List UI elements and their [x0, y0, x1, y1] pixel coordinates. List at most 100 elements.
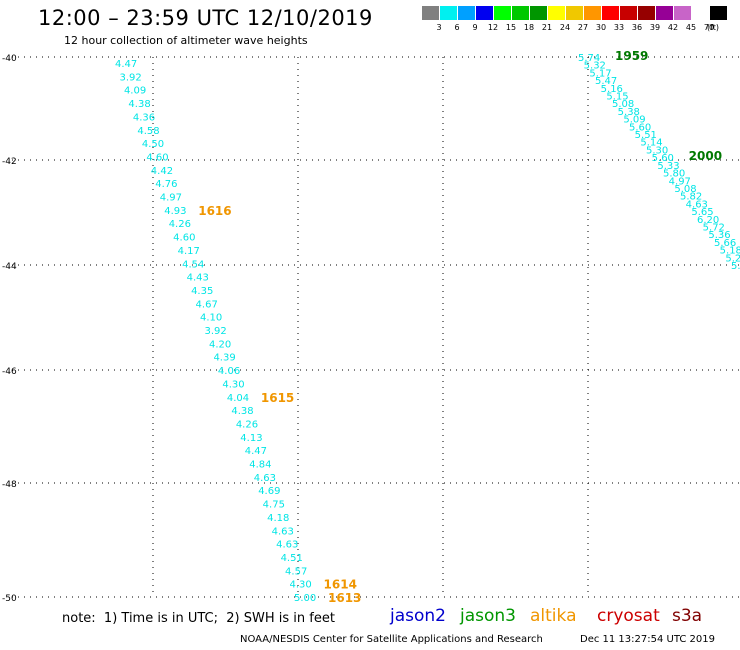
wave-height-label: 4.76 [155, 179, 177, 190]
wave-height-label: 5.72 [703, 222, 725, 233]
time-label: 1613 [328, 591, 361, 605]
legend-label: 30 [595, 23, 607, 32]
wave-height-label: 4.09 [124, 86, 146, 97]
wave-height-label: 4.47 [115, 59, 137, 70]
wave-height-label: 4.60 [173, 233, 195, 244]
legend-label: 45 [685, 23, 697, 32]
latitude-label: -40 [2, 54, 17, 64]
latitude-label: -50 [2, 594, 17, 604]
legend-swatch [584, 6, 601, 20]
wave-height-label: 4.30 [222, 379, 244, 390]
wave-height-label: 4.63 [276, 540, 298, 551]
wave-height-label: 5.32 [584, 61, 606, 72]
wave-height-label: 4.17 [178, 246, 200, 257]
wave-height-label: 4.97 [669, 176, 691, 187]
map-title: 12:00 – 23:59 UTC 12/10/2019 [38, 6, 373, 30]
wave-height-label: 4.26 [169, 219, 191, 230]
wave-height-label: 5.60 [652, 153, 674, 164]
wave-height-label: 5.36 [708, 230, 730, 241]
wave-height-label: 5.51 [635, 130, 657, 141]
generated-timestamp: Dec 11 13:27:54 UTC 2019 [580, 634, 715, 645]
legend-label: 36 [631, 23, 643, 32]
time-label: 1959 [615, 49, 648, 63]
time-label: 1614 [324, 578, 357, 592]
wave-height-label: 5. [731, 261, 740, 272]
wave-height-label: 5.2 [725, 253, 740, 264]
legend-swatch [602, 6, 619, 20]
wave-height-label: 5.17 [589, 68, 611, 79]
wave-height-label: 4.35 [191, 286, 213, 297]
wave-height-label: 5.30 [646, 145, 668, 156]
wave-height-label: 4.43 [187, 273, 209, 284]
wave-height-label: 5.80 [663, 169, 685, 180]
latitude-label: -48 [2, 480, 17, 490]
legend-swatch [476, 6, 493, 20]
legend-label: 18 [523, 23, 535, 32]
wave-height-label: 5.16 [601, 84, 623, 95]
wave-height-label: 4.54 [182, 259, 204, 270]
wave-height-label: 4.42 [151, 166, 173, 177]
legend-swatch [710, 6, 727, 20]
legend-label: 3 [436, 23, 442, 32]
wave-height-label: 4.50 [142, 139, 164, 150]
legend-label: 9 [472, 23, 478, 32]
wave-height-label: 4.13 [240, 433, 262, 444]
wave-height-label: 6.20 [697, 215, 719, 226]
wave-height-label: 5.08 [674, 184, 696, 195]
legend-swatch [512, 6, 529, 20]
time-label: 2000 [689, 149, 722, 163]
wave-height-label: 5.66 [714, 238, 736, 249]
wave-height-label: 5.60 [629, 122, 651, 133]
wave-height-label: 4.97 [160, 193, 182, 204]
wave-height-label: 4.63 [686, 199, 708, 210]
legend-swatch [692, 6, 709, 20]
wave-height-label: 4.38 [231, 406, 253, 417]
wave-height-label: 4.47 [245, 446, 267, 457]
wave-height-label: 5.47 [595, 76, 617, 87]
legend-swatch [458, 6, 475, 20]
legend-label: 70 [703, 23, 715, 32]
legend-label: 42 [667, 23, 679, 32]
wave-height-label: 4.67 [196, 299, 218, 310]
legend-swatch [620, 6, 637, 20]
legend-swatch [530, 6, 547, 20]
wave-height-label: 5.65 [691, 207, 713, 218]
wave-height-label: 4.30 [290, 580, 312, 591]
wave-height-label: 4.58 [137, 126, 159, 137]
wave-height-label: 4.39 [213, 353, 235, 364]
wave-height-label: 5.15 [606, 92, 628, 103]
wave-height-label: 3.92 [119, 72, 141, 83]
map-subtitle: 12 hour collection of altimeter wave hei… [64, 34, 308, 47]
wave-height-label: 5.08 [612, 99, 634, 110]
wave-height-label: 4.04 [227, 393, 249, 404]
wave-height-label: 5.18 [720, 246, 740, 257]
legend-swatch [548, 6, 565, 20]
legend-swatch [494, 6, 511, 20]
satellite-label-altika: altika [530, 606, 577, 626]
legend-swatch [440, 6, 457, 20]
latitude-label: -44 [2, 262, 17, 272]
wave-height-label: 4.93 [164, 206, 186, 217]
wave-height-label: 4.63 [272, 526, 294, 537]
wave-height-label: 4.18 [267, 513, 289, 524]
wave-height-label: 5.14 [640, 138, 662, 149]
time-label: 1616 [198, 204, 231, 218]
credit-line: NOAA/NESDIS Center for Satellite Applica… [240, 634, 543, 645]
wave-height-label: 4.84 [249, 460, 271, 471]
wave-height-map: -40-42-44-46-48-50-150-147-144-141-138-1… [2, 49, 740, 605]
wave-height-label: 4.69 [258, 486, 280, 497]
wave-height-label: 5.09 [623, 115, 645, 126]
wave-height-label: 4.36 [133, 112, 155, 123]
legend-swatch [674, 6, 691, 20]
legend-label: 39 [649, 23, 661, 32]
wave-height-label: 4.20 [209, 339, 231, 350]
time-label: 1615 [261, 391, 294, 405]
satellite-label-cryosat: cryosat [597, 606, 660, 626]
wave-height-label: 4.06 [218, 366, 240, 377]
legend-swatch [638, 6, 655, 20]
wave-height-label: 5.33 [657, 161, 679, 172]
legend-swatch [656, 6, 673, 20]
satellite-label-jason2: jason2 [390, 606, 446, 626]
legend-label: 6 [454, 23, 460, 32]
wave-height-label: 5.82 [680, 192, 702, 203]
